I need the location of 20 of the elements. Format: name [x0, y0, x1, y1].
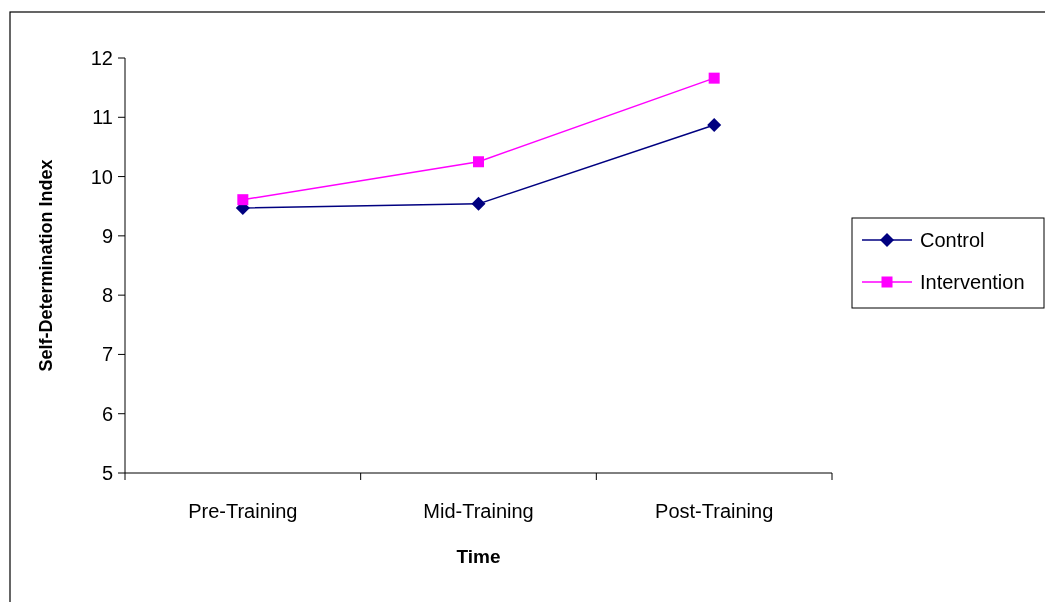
x-axis-title: Time: [456, 546, 501, 567]
y-tick-label: 6: [101, 402, 113, 425]
y-tick-label: 12: [90, 47, 113, 69]
y-tick-label: 11: [92, 106, 113, 129]
y-tick-label: 8: [101, 284, 113, 307]
legend-label: Intervention: [920, 271, 1025, 293]
point: [473, 156, 484, 168]
y-tick-label: 7: [101, 343, 113, 366]
x-tick-label: Pre-Training: [188, 500, 298, 522]
point: [237, 194, 249, 206]
legend-label: Control: [920, 229, 985, 251]
y-tick-label: 10: [90, 165, 113, 188]
y-tick-label: 5: [101, 462, 113, 484]
point: [708, 72, 720, 84]
y-axis-title: Self-Determination Index: [36, 159, 56, 372]
x-tick-label: Mid-Training: [423, 500, 534, 522]
y-tick-label: 9: [101, 224, 113, 247]
x-tick-label: Post-Training: [655, 500, 774, 522]
point: [471, 196, 486, 211]
point: [707, 117, 722, 132]
